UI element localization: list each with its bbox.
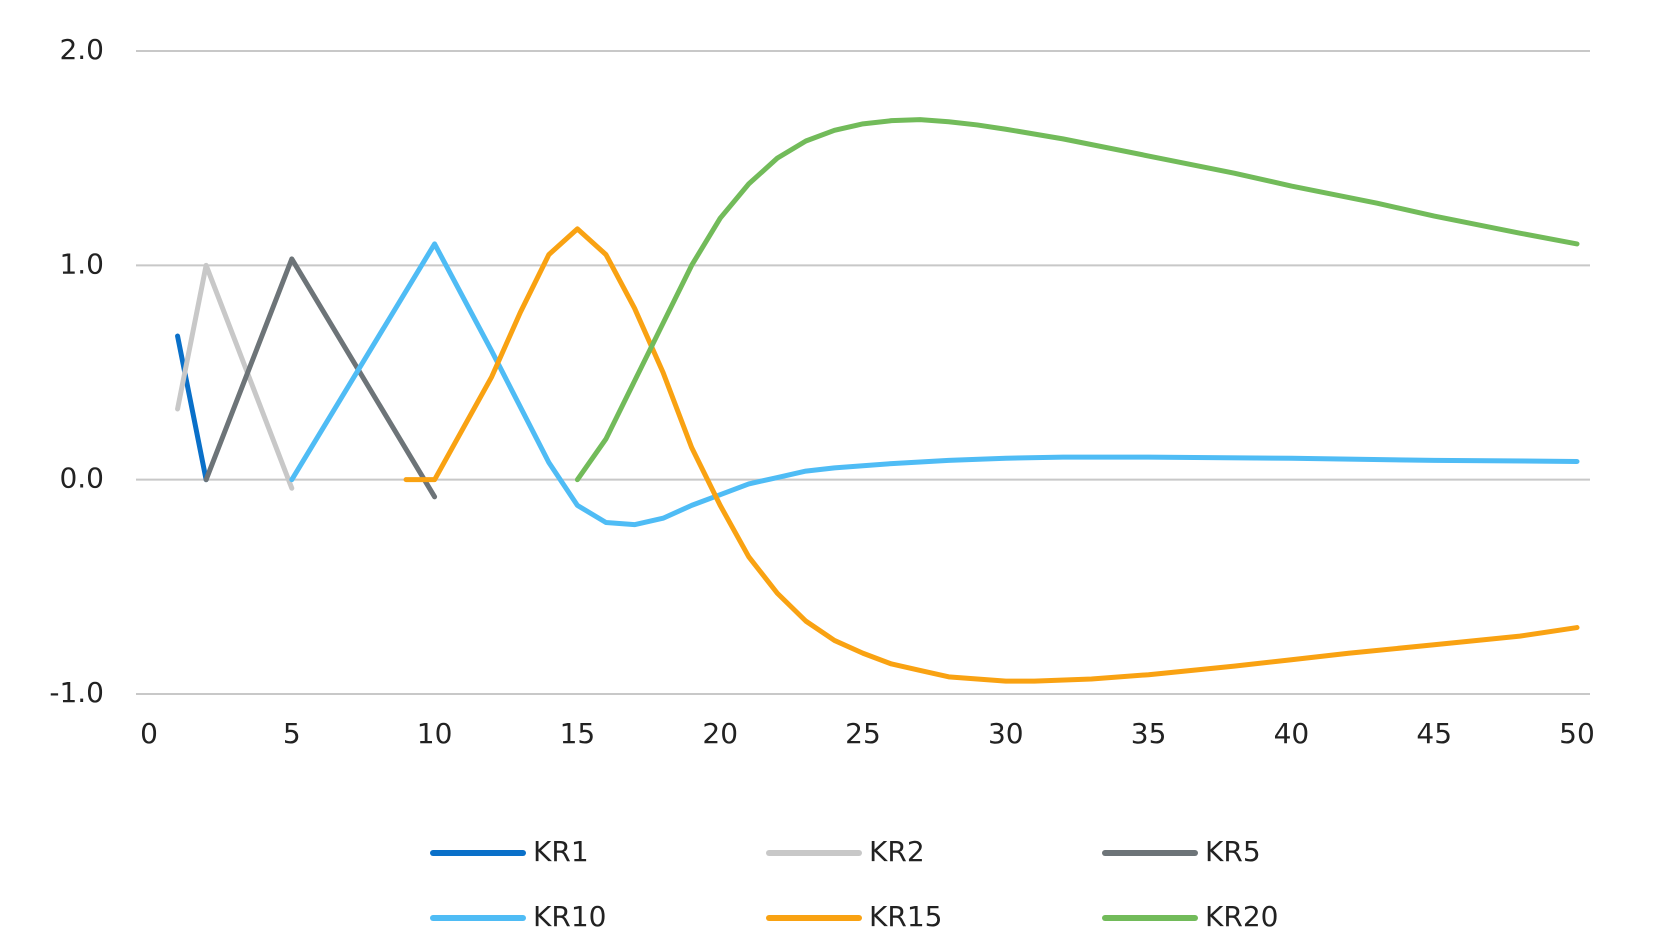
- x-tick-label: 25: [845, 717, 881, 750]
- series-line: [175, 262, 295, 491]
- legend-label: KR15: [869, 900, 942, 933]
- series-line: [403, 226, 1580, 684]
- x-tick-label: 20: [702, 717, 738, 750]
- x-tick-label: 0: [140, 717, 158, 750]
- x-tick-label: 30: [988, 717, 1024, 750]
- x-tick-label: 50: [1559, 717, 1595, 750]
- series-line: [289, 241, 1580, 528]
- y-tick-label: 2.0: [59, 33, 104, 66]
- x-tick-label: 45: [1416, 717, 1452, 750]
- series-line: [175, 333, 209, 483]
- y-tick-label: -1.0: [49, 676, 104, 709]
- legend-label: KR20: [1205, 900, 1278, 933]
- x-tick-label: 15: [560, 717, 596, 750]
- legend-label: KR10: [533, 900, 606, 933]
- legend-label: KR1: [533, 835, 589, 868]
- x-tick-label: 5: [283, 717, 301, 750]
- x-tick-label: 40: [1274, 717, 1310, 750]
- series-line: [203, 256, 438, 500]
- legend-label: KR5: [1205, 835, 1261, 868]
- y-tick-label: 0.0: [59, 462, 104, 495]
- y-tick-label: 1.0: [59, 247, 104, 280]
- legend-label: KR2: [869, 835, 925, 868]
- series-line: [574, 117, 1580, 483]
- x-tick-label: 10: [417, 717, 453, 750]
- x-tick-label: 35: [1131, 717, 1167, 750]
